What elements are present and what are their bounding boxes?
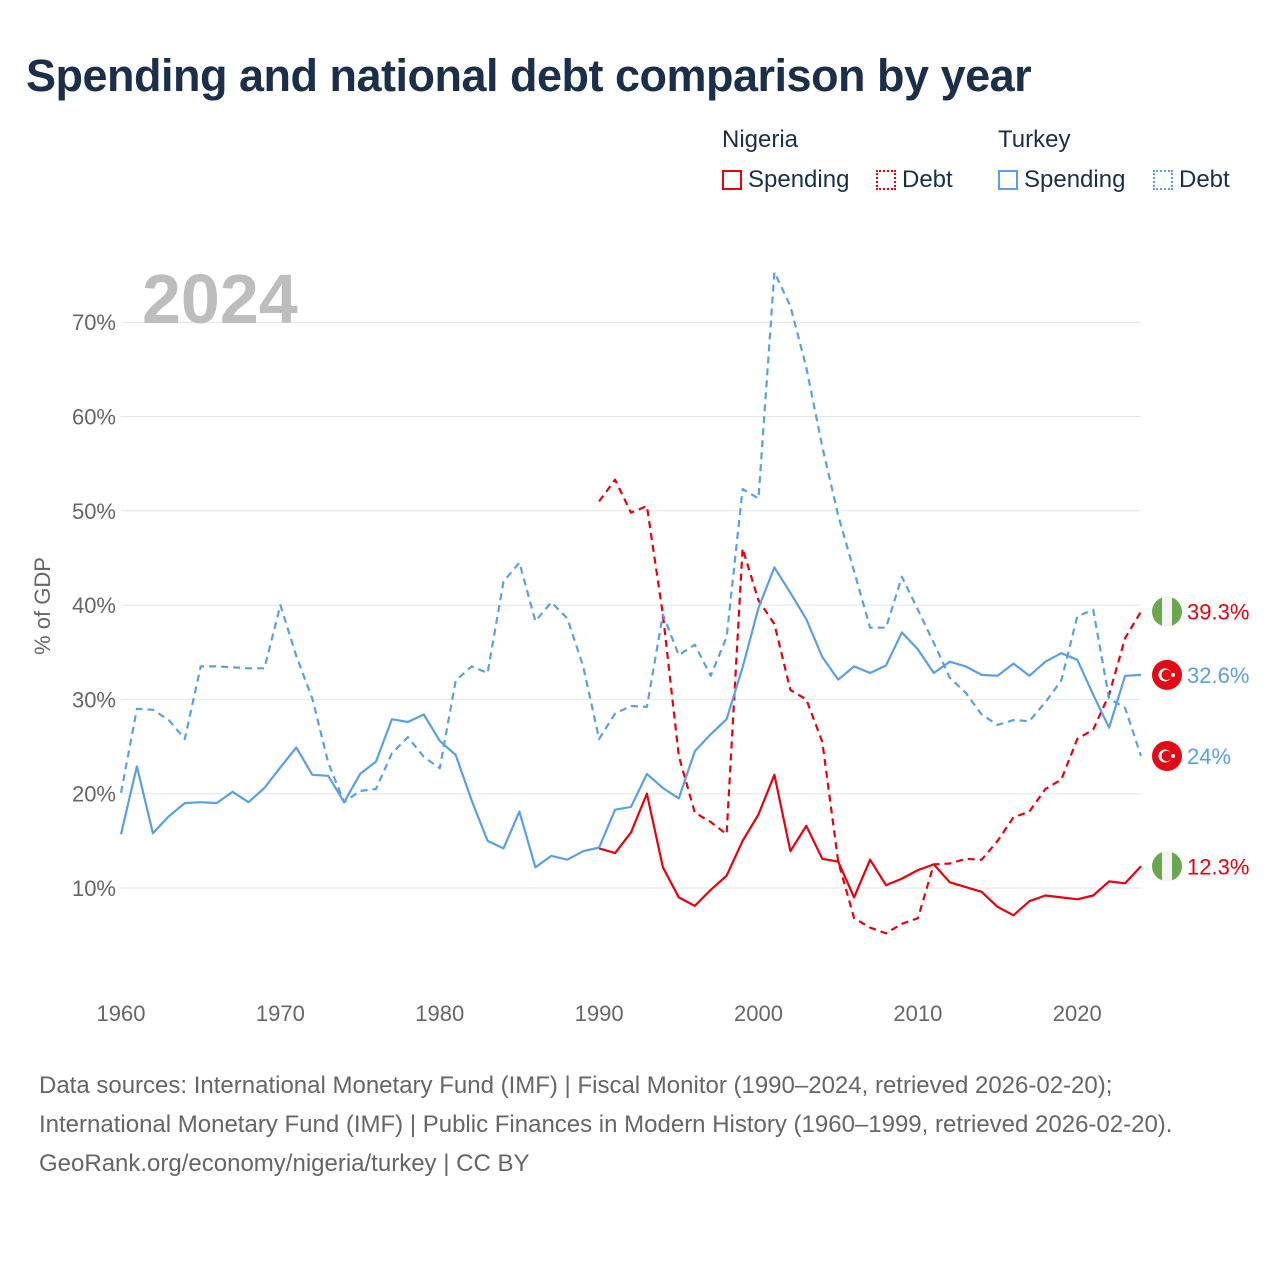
year-watermark: 2024 <box>142 260 298 338</box>
y-tick-label: 20% <box>72 782 116 807</box>
turkey-flag-icon <box>1152 659 1182 690</box>
y-tick-label: 50% <box>72 499 116 524</box>
y-tick-label: 70% <box>72 310 116 335</box>
y-tick-label: 30% <box>72 687 116 712</box>
end-label-turkey-spending: 32.6% <box>1152 659 1249 690</box>
dotted-line-swatch-icon <box>1153 170 1173 190</box>
series-line-nigeria-debt[interactable] <box>598 478 1142 935</box>
x-tick-label: 2020 <box>1053 1001 1102 1026</box>
series-line-turkey-debt[interactable] <box>119 271 1143 804</box>
y-tick-label: 10% <box>72 876 116 901</box>
x-tick-label: 1970 <box>256 1001 305 1026</box>
solid-line-swatch-icon <box>998 170 1018 190</box>
nigeria-flag-icon <box>1152 851 1182 882</box>
y-axis-label: % of GDP <box>30 557 55 655</box>
y-tick-label: 40% <box>72 593 116 618</box>
line-chart: 2024 % of GDP 10% 20% 30% 40% 50% 60% 70% 1960… <box>30 260 1249 1026</box>
end-value-label: 39.3% <box>1187 600 1249 625</box>
legend-label: Spending <box>1024 166 1126 193</box>
legend-label: Debt <box>902 166 953 193</box>
end-value-label: 32.6% <box>1187 663 1249 688</box>
end-labels: 39.3% 12.3% 32.6% 24% <box>1152 596 1249 882</box>
y-axis: 10% 20% 30% 40% 50% 60% 70% <box>72 310 116 901</box>
end-value-label: 12.3% <box>1187 854 1249 879</box>
data-sources: Data sources: International Monetary Fun… <box>39 1072 1173 1138</box>
x-tick-label: 1990 <box>575 1001 624 1026</box>
gridlines <box>121 321 1141 889</box>
legend-item-nigeria-spending[interactable]: Spending <box>722 166 849 194</box>
end-value-label: 24% <box>1187 744 1231 769</box>
legend-country-nigeria: Nigeria <box>722 126 799 153</box>
x-axis: 1960 1970 1980 1990 2000 2010 2020 <box>97 1001 1102 1026</box>
y-tick-label: 60% <box>72 405 116 430</box>
turkey-flag-icon <box>1152 740 1182 771</box>
series-lines <box>119 271 1143 935</box>
x-tick-label: 2000 <box>734 1001 783 1026</box>
end-label-turkey-debt: 24% <box>1152 740 1231 771</box>
page-title: Spending and national debt comparison by… <box>26 50 1032 101</box>
nigeria-flag-icon <box>1152 596 1182 627</box>
x-tick-label: 2010 <box>893 1001 942 1026</box>
legend-item-nigeria-debt[interactable]: Debt <box>876 166 953 194</box>
legend-item-turkey-spending[interactable]: Spending <box>998 166 1125 194</box>
credit-link[interactable]: GeoRank.org/economy/nigeria/turkey | CC … <box>39 1150 530 1177</box>
end-label-nigeria-debt: 39.3% <box>1152 596 1249 627</box>
legend-label: Debt <box>1179 166 1230 193</box>
end-label-nigeria-spending: 12.3% <box>1152 851 1249 882</box>
legend: Nigeria Spending Debt Turkey Spending De… <box>0 122 1280 212</box>
footer: Data sources: International Monetary Fun… <box>39 1066 1239 1183</box>
dotted-line-swatch-icon <box>876 170 896 190</box>
series-line-nigeria-spending[interactable] <box>598 773 1142 917</box>
legend-country-turkey: Turkey <box>998 126 1071 153</box>
legend-label: Spending <box>748 166 850 193</box>
legend-item-turkey-debt[interactable]: Debt <box>1153 166 1230 194</box>
solid-line-swatch-icon <box>722 170 742 190</box>
series-line-turkey-spending[interactable] <box>119 566 1142 869</box>
x-tick-label: 1980 <box>415 1001 464 1026</box>
x-tick-label: 1960 <box>97 1001 146 1026</box>
